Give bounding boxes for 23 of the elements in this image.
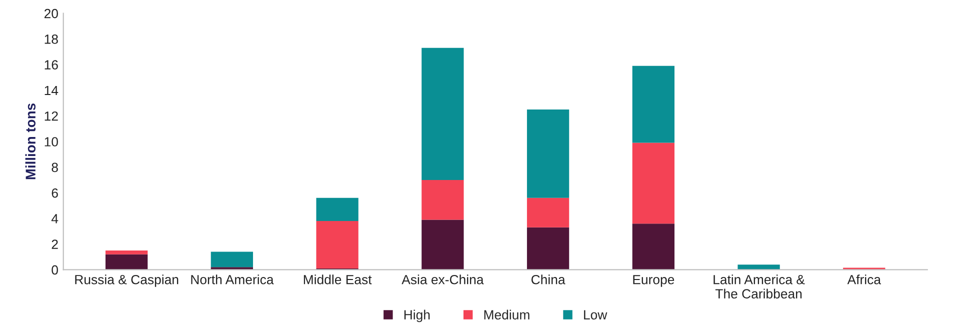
y-tick-label: 20	[44, 8, 58, 18]
x-tick-label: Europe	[633, 275, 674, 287]
y-tick-label: 8	[52, 162, 58, 172]
y-tick-label: 18	[44, 34, 58, 44]
x-tick-label: Latin America & The Caribbean	[714, 274, 805, 298]
x-tick-label: China	[531, 274, 566, 284]
y-axis-title: Million tons	[25, 104, 36, 180]
y-tick-label: 10	[44, 137, 58, 146]
y-tick-label: 4	[51, 214, 58, 224]
x-tick-label: Africa	[847, 274, 882, 284]
y-tick-label: 2	[52, 240, 58, 249]
x-tick-label: North America	[191, 274, 274, 284]
y-tick-label: 6	[52, 188, 58, 198]
x-tick-label: Russia & Caspian	[75, 274, 178, 287]
x-tick-label: Middle East	[304, 274, 372, 284]
y-tick-label: 14	[44, 86, 58, 96]
y-tick-label: 12	[44, 111, 58, 121]
legend-label: High	[404, 310, 430, 322]
legend-label: Medium	[484, 310, 530, 320]
legend-label: Low	[584, 310, 608, 320]
y-tick-label: 0	[52, 265, 58, 275]
x-tick-label: Asia ex-China	[402, 274, 484, 284]
y-tick-label: 16	[44, 60, 58, 70]
